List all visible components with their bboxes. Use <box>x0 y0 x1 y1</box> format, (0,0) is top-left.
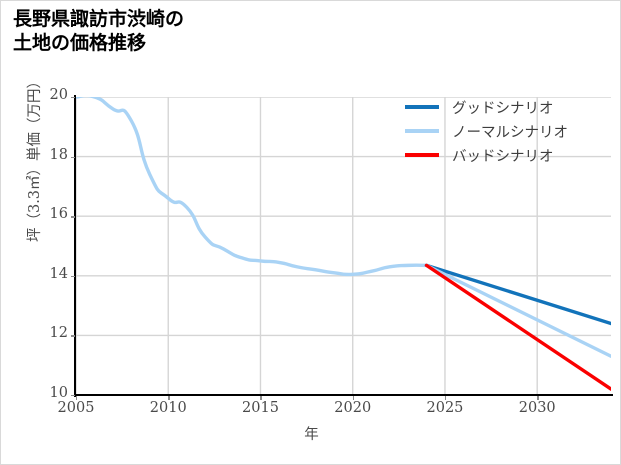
legend-swatch-icon <box>405 129 439 133</box>
y-tick-label: 20 <box>49 87 68 103</box>
x-tick-mark <box>260 396 262 400</box>
plot-area <box>76 97 611 395</box>
legend-label: ノーマルシナリオ <box>452 124 568 141</box>
y-tick-label: 10 <box>49 385 68 401</box>
x-tick-label: 2010 <box>149 400 187 416</box>
data-line-history <box>76 97 429 277</box>
x-tick-mark <box>444 396 447 400</box>
x-tick-mark <box>537 396 539 400</box>
y-axis-label: 坪（3.3㎡）単価（万円） <box>27 73 43 243</box>
y-tick-label: 18 <box>49 146 68 163</box>
y-tick-mark <box>71 395 75 397</box>
legend-label: グッドシナリオ <box>452 100 554 117</box>
legend-label: バッドシナリオ <box>452 148 554 165</box>
legend-swatch-icon <box>405 153 439 157</box>
y-tick-mark <box>71 97 75 99</box>
data-line-good <box>424 263 611 326</box>
y-tick-mark <box>71 335 75 337</box>
data-line-normal <box>424 263 611 358</box>
x-tick-label: 2025 <box>426 400 464 416</box>
y-tick-mark <box>71 216 75 218</box>
chart-legend: グッドシナリオ ノーマルシナリオ バッドシナリオ <box>405 95 610 167</box>
legend-item-2[interactable]: バッドシナリオ <box>405 143 610 167</box>
x-axis-label: 年 <box>304 427 319 443</box>
y-tick-mark <box>71 275 75 278</box>
x-tick-mark <box>352 396 355 400</box>
y-tick-label: 16 <box>49 206 68 223</box>
x-tick-label: 2020 <box>334 400 372 416</box>
y-tick-mark <box>71 156 75 158</box>
y-tick-label: 12 <box>49 325 68 342</box>
y-axis-label-wrapper: 坪（3.3㎡）単価（万円） <box>23 18 45 298</box>
data-series-group <box>76 97 611 391</box>
data-line-bad <box>424 263 611 391</box>
x-axis-line <box>74 394 613 397</box>
plot-svg <box>76 97 611 395</box>
x-tick-mark <box>76 396 78 400</box>
x-tick-label: 2030 <box>518 400 556 416</box>
legend-item-0[interactable]: グッドシナリオ <box>405 95 610 119</box>
legend-item-1[interactable]: ノーマルシナリオ <box>405 119 610 143</box>
page-title: 長野県諏訪市渋崎の 土地の価格推移 <box>13 8 185 55</box>
legend-swatch-icon <box>405 105 439 109</box>
x-tick-label: 2005 <box>57 400 95 416</box>
y-axis-line <box>74 95 77 397</box>
gridlines <box>76 97 611 395</box>
x-tick-mark <box>168 396 170 400</box>
x-tick-label: 2015 <box>242 400 279 416</box>
y-tick-label: 14 <box>49 265 68 282</box>
